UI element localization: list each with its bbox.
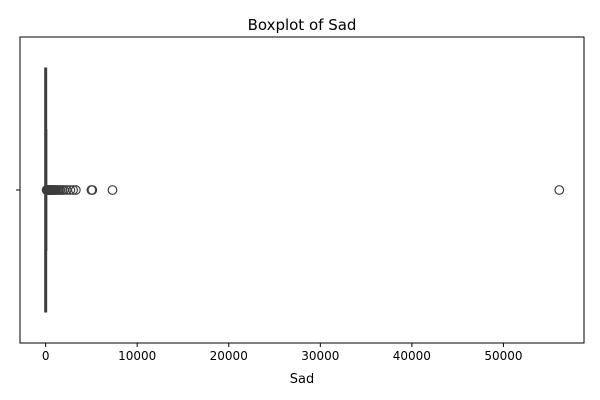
x-axis: 0 10000 20000 30000 40000 50000 bbox=[42, 343, 523, 363]
outlier-point bbox=[107, 185, 118, 195]
x-tick-label: 30000 bbox=[301, 349, 339, 363]
plot-area-frame bbox=[19, 36, 585, 344]
outlier-point bbox=[554, 185, 565, 195]
outlier-point bbox=[70, 185, 81, 195]
x-tick-label: 0 bbox=[42, 349, 50, 363]
outlier-points bbox=[41, 185, 565, 195]
x-tick-label: 50000 bbox=[484, 349, 522, 363]
outlier-point bbox=[87, 185, 98, 195]
x-tick-label: 10000 bbox=[118, 349, 156, 363]
outlier-point bbox=[68, 185, 79, 195]
outlier-point bbox=[65, 185, 76, 195]
x-axis-label: Sad bbox=[290, 372, 314, 387]
x-tick-label: 20000 bbox=[210, 349, 248, 363]
chart-title: Boxplot of Sad bbox=[248, 16, 357, 34]
x-tick-label: 40000 bbox=[393, 349, 431, 363]
